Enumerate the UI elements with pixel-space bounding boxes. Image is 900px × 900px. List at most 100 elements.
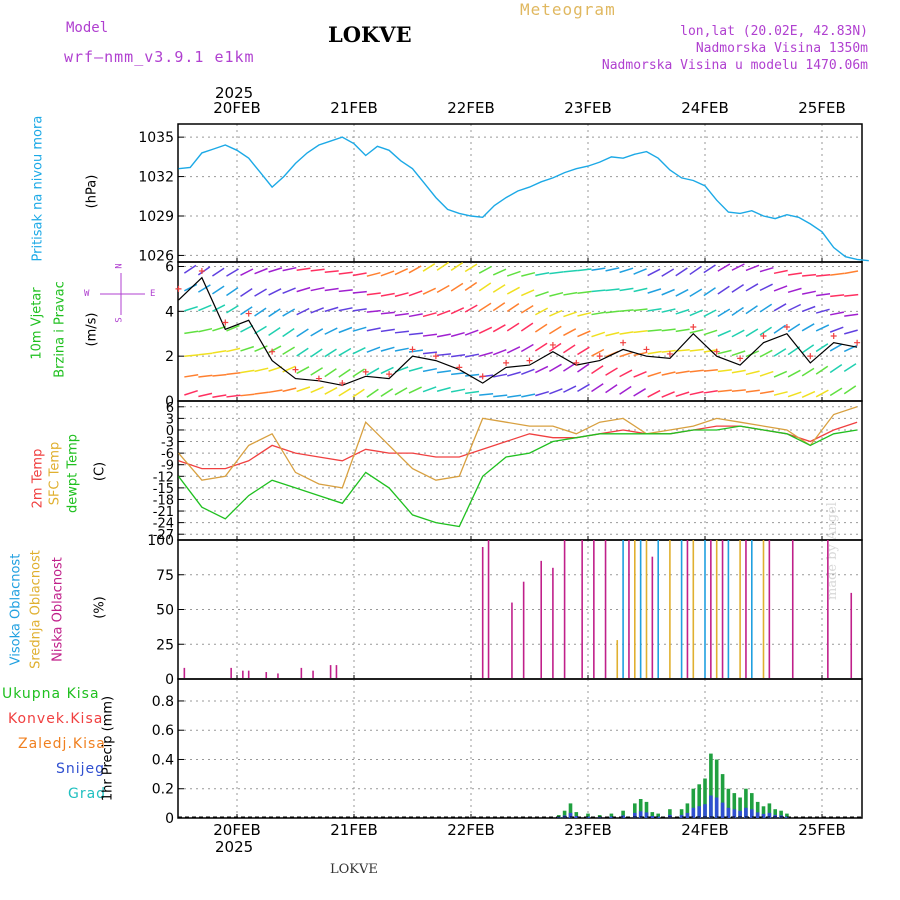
wind-gust-mark	[643, 346, 650, 353]
wind-barb	[254, 391, 269, 395]
wind-barb	[324, 348, 337, 358]
wind-barb	[563, 344, 576, 354]
wind-barb	[829, 363, 843, 374]
wind-barb	[408, 366, 423, 372]
wind-barb	[801, 305, 816, 313]
precip-total-bar	[779, 810, 783, 818]
wind-barb	[198, 304, 212, 312]
wind-barb	[212, 304, 226, 313]
wind-barb	[338, 347, 352, 357]
wind-barb	[310, 328, 324, 337]
wind-barb	[464, 281, 478, 292]
wind-barb	[184, 330, 199, 335]
day-label-bottom: 23FEB	[564, 821, 612, 839]
day-label-top: 23FEB	[564, 99, 612, 117]
y-tick-label: 1029	[138, 209, 174, 225]
wind-barb	[549, 271, 564, 275]
wind-barb	[507, 394, 522, 399]
y-tick-label: 1035	[138, 130, 174, 146]
wind-barb	[479, 392, 494, 396]
y-tick-label: 1026	[138, 248, 174, 264]
wind-barb	[408, 290, 423, 297]
wind-barb	[492, 268, 507, 276]
day-label-top: 25FEB	[798, 99, 846, 117]
wind-barb	[675, 288, 689, 297]
wind-barb	[240, 393, 255, 397]
wind-barb	[465, 353, 480, 358]
wind-barb	[745, 370, 760, 376]
wind-barb	[492, 348, 507, 356]
wind-barb	[563, 362, 576, 372]
wind-barb	[830, 294, 845, 298]
wind-gust-mark	[666, 350, 673, 357]
model-elevation-text: Nadmorska Visina u modelu 1470.06m	[601, 58, 868, 73]
wind-barb	[408, 386, 422, 394]
wind-barb	[759, 349, 773, 358]
wind-barb	[802, 273, 817, 277]
wind-barb	[380, 311, 395, 315]
wind-barb	[605, 331, 620, 337]
precip-total-bar	[633, 803, 637, 818]
wind-barb	[731, 306, 744, 316]
wind-barb	[310, 348, 323, 358]
wind-gust-mark	[315, 375, 322, 382]
wind-barb	[703, 287, 716, 297]
wind-barb	[815, 343, 829, 353]
wind-barb	[450, 307, 465, 315]
wind-barb	[450, 388, 466, 393]
wind-barb	[605, 310, 620, 314]
wind-barb	[703, 390, 718, 394]
panel-frame	[177, 400, 863, 541]
wind-barb	[492, 302, 506, 312]
precip-convective-bar	[755, 812, 760, 818]
precip-total-bar	[709, 753, 713, 818]
precip-convective-bar	[785, 816, 789, 818]
wind-barb	[184, 389, 198, 396]
wind-barb	[787, 391, 802, 398]
wind-barb	[843, 385, 857, 395]
wind-barb	[380, 366, 394, 375]
wind-barb	[787, 323, 801, 333]
wind-barb	[689, 348, 704, 352]
wind-barb	[422, 351, 438, 355]
precip-total-bar	[644, 801, 649, 818]
wind-gust-mark	[807, 353, 814, 360]
wind-barb	[563, 269, 578, 273]
wind-barb	[689, 328, 704, 334]
panel-frame	[177, 678, 863, 819]
wind-barb	[717, 369, 732, 373]
wind-barb	[352, 326, 367, 332]
wind-barb	[507, 270, 521, 277]
precip-total-bar	[697, 784, 701, 818]
precip-total-bar	[738, 797, 742, 818]
wind-barb	[506, 322, 520, 332]
wind-barb	[506, 302, 520, 313]
precip-snow-label: Snijeg	[56, 761, 106, 777]
wind-barb	[731, 263, 745, 271]
y-tick-label: 0.6	[152, 723, 174, 739]
wind-barb	[352, 290, 367, 294]
elevation-text: Nadmorska Visina 1350m	[695, 41, 868, 56]
wind-barb	[647, 328, 662, 332]
wind-barb	[703, 329, 718, 336]
wind-barb	[465, 373, 480, 377]
wind-barb	[254, 345, 268, 353]
wind-barb	[815, 308, 830, 314]
wind-barb	[198, 327, 213, 333]
wind-barb	[563, 328, 577, 337]
wind-barb	[591, 289, 606, 293]
y-tick-label: -21	[153, 505, 174, 520]
wind-gust-mark	[222, 319, 229, 326]
y-tick-label: 0	[165, 394, 174, 410]
wind-barb	[394, 330, 409, 334]
day-label-bottom: 24FEB	[681, 821, 729, 839]
wind-barb	[422, 287, 437, 295]
wind-barb	[366, 327, 381, 332]
wind-barb	[787, 287, 802, 294]
wind-barb	[647, 371, 662, 378]
wind-barb	[689, 369, 704, 373]
wind-barb	[296, 307, 310, 316]
wind-barb	[352, 272, 367, 277]
wind-barb	[310, 268, 325, 272]
wind-barb	[563, 291, 578, 296]
